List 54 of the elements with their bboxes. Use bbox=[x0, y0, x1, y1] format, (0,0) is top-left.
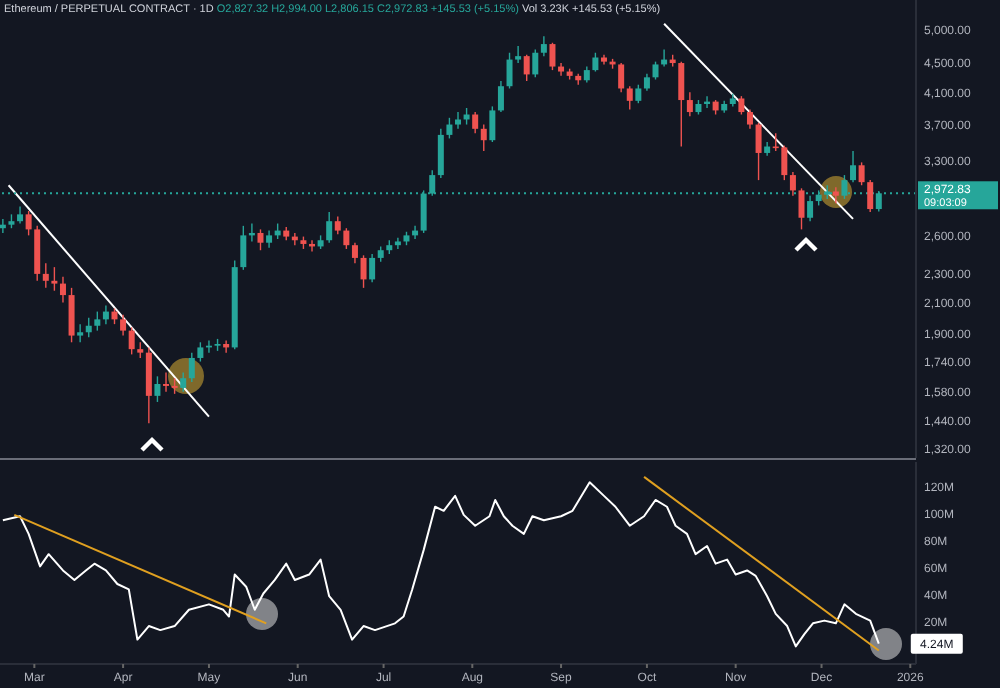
candlestick bbox=[858, 161, 865, 186]
candlestick bbox=[832, 186, 839, 204]
candlestick bbox=[120, 313, 127, 337]
candlestick bbox=[77, 323, 84, 343]
candlestick bbox=[437, 128, 444, 179]
candlestick bbox=[145, 346, 152, 424]
candlestick bbox=[360, 254, 367, 289]
candlestick bbox=[532, 48, 539, 79]
candlestick bbox=[523, 54, 530, 82]
candlestick bbox=[540, 35, 547, 57]
candlestick bbox=[85, 317, 92, 338]
candlestick bbox=[618, 62, 625, 93]
candlestick bbox=[240, 225, 247, 271]
candlestick bbox=[798, 187, 805, 231]
candlestick bbox=[257, 228, 264, 251]
candlestick bbox=[746, 108, 753, 130]
candlestick bbox=[867, 179, 874, 213]
candlestick bbox=[472, 111, 479, 134]
candlestick bbox=[592, 52, 599, 73]
candlestick bbox=[351, 242, 358, 264]
candlestick bbox=[326, 211, 333, 244]
candlestick bbox=[343, 227, 350, 250]
candlestick bbox=[626, 85, 633, 111]
candlestick bbox=[850, 150, 857, 183]
candlestick bbox=[59, 275, 66, 304]
candlestick bbox=[34, 225, 41, 282]
candlestick bbox=[25, 210, 32, 237]
candlestick bbox=[51, 266, 58, 292]
candlestick bbox=[755, 122, 762, 181]
candlestick bbox=[807, 195, 814, 222]
candlestick bbox=[188, 351, 195, 383]
candlestick bbox=[94, 310, 101, 332]
candlestick bbox=[515, 45, 522, 64]
candlestick bbox=[455, 111, 461, 130]
candlestick bbox=[154, 375, 161, 403]
candlestick bbox=[506, 52, 513, 90]
candlestick bbox=[42, 262, 49, 289]
candlestick bbox=[197, 341, 204, 363]
candlestick bbox=[180, 371, 187, 393]
candlestick bbox=[480, 123, 487, 152]
candlestick bbox=[68, 287, 75, 343]
candlestick bbox=[489, 105, 496, 143]
candlestick bbox=[446, 117, 453, 140]
candlestick bbox=[369, 253, 376, 283]
candlestick bbox=[678, 60, 685, 148]
candlestick bbox=[549, 42, 556, 71]
candlestick bbox=[635, 84, 642, 104]
candlestick bbox=[497, 80, 504, 113]
candlestick bbox=[128, 326, 135, 356]
candlestick bbox=[163, 371, 170, 393]
candlestick bbox=[781, 144, 788, 181]
candlestick bbox=[789, 171, 796, 197]
candlestick bbox=[738, 95, 745, 116]
candlestick bbox=[686, 91, 693, 117]
